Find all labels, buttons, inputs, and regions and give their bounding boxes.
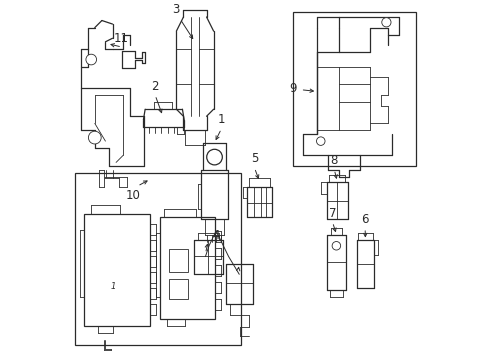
Circle shape: [206, 149, 222, 165]
Text: 1: 1: [217, 113, 225, 126]
Text: 1: 1: [111, 282, 116, 291]
Text: 8: 8: [330, 154, 337, 167]
Bar: [293, 12, 415, 166]
Text: 2: 2: [151, 80, 159, 93]
Text: 3: 3: [172, 3, 180, 16]
Text: 6: 6: [361, 212, 368, 226]
Text: 9: 9: [289, 82, 296, 95]
Bar: [75, 173, 241, 345]
Text: 4: 4: [212, 229, 220, 242]
Bar: [168, 249, 188, 273]
Circle shape: [88, 131, 101, 144]
Bar: [84, 214, 149, 325]
Text: 10: 10: [125, 189, 140, 202]
Bar: [160, 217, 215, 319]
Circle shape: [331, 242, 340, 250]
Bar: [168, 279, 188, 299]
Circle shape: [381, 18, 390, 27]
Text: 5: 5: [250, 152, 258, 165]
Text: 11: 11: [113, 32, 128, 45]
Circle shape: [86, 54, 96, 65]
Circle shape: [316, 137, 325, 145]
Text: 7: 7: [328, 207, 336, 220]
